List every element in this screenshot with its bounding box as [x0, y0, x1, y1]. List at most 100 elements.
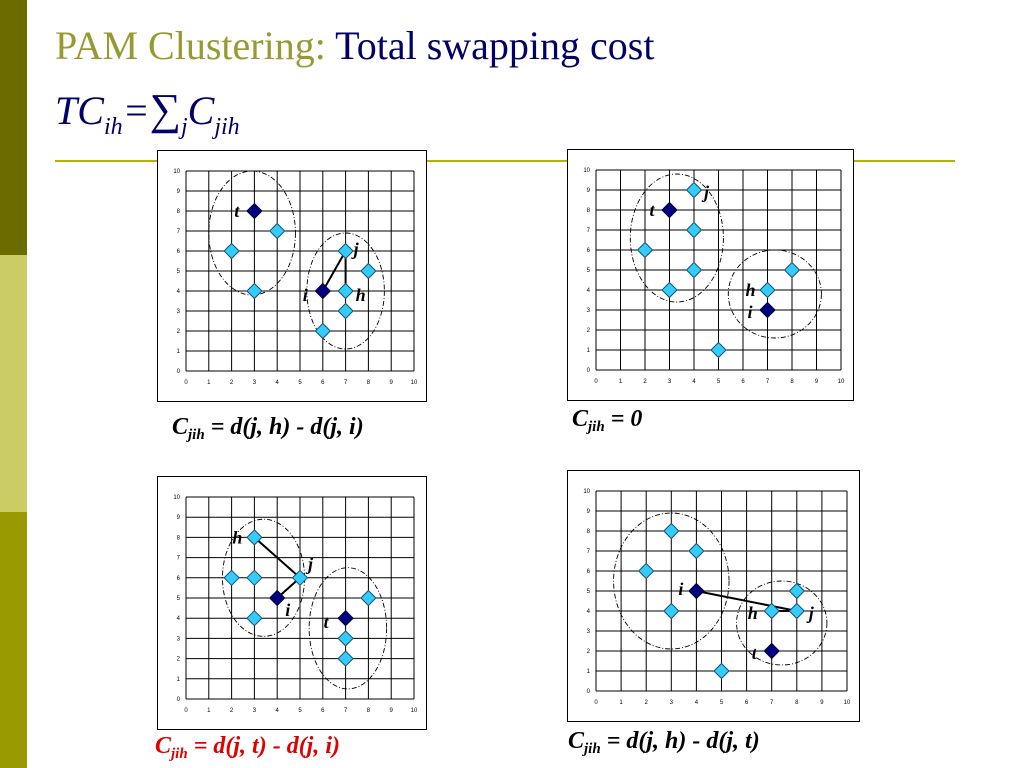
x-tick-label: 6	[745, 700, 749, 706]
data-point-marker	[223, 569, 240, 587]
x-tick-label: 1	[207, 708, 211, 714]
x-tick-label: 3	[253, 708, 257, 714]
x-tick-label: 9	[820, 700, 824, 706]
x-tick-label: 3	[253, 380, 257, 386]
y-tick-label: 0	[177, 369, 181, 375]
caption-sub: jih	[188, 427, 205, 443]
cluster-boundary	[736, 580, 828, 666]
medoid-marker	[268, 589, 286, 607]
x-tick-label: 2	[230, 708, 234, 714]
x-tick-label: 9	[390, 708, 394, 714]
caption-rest: = 0	[604, 406, 643, 432]
title-divider	[55, 160, 955, 162]
x-tick-label: 5	[298, 708, 302, 714]
x-tick-label: 9	[815, 379, 819, 385]
chart-bottom-right: 0 1 2 3 4 5 6 7 8 9 10 0 1 2 3 4 5 6 7 8 9 10 i h j t	[567, 470, 860, 722]
formula-tc: TC	[55, 88, 104, 133]
caption-c: C	[172, 414, 189, 440]
cluster-boundary	[308, 567, 388, 690]
y-tick-label: 4	[587, 288, 591, 294]
y-tick-label: 0	[587, 368, 591, 374]
point-label: h	[748, 603, 758, 623]
y-tick-label: 4	[177, 616, 181, 622]
data-point-marker	[360, 262, 377, 280]
x-tick-label: 8	[790, 379, 794, 385]
y-tick-label: 3	[177, 309, 181, 315]
data-point-marker	[663, 602, 680, 620]
y-tick-label: 10	[173, 495, 180, 501]
y-tick-label: 7	[177, 556, 181, 562]
point-label: i	[678, 579, 683, 599]
x-tick-label: 5	[717, 379, 721, 385]
title-rest: Total swapping cost	[325, 23, 655, 68]
x-tick-label: 2	[645, 700, 649, 706]
y-tick-label: 3	[587, 308, 591, 314]
y-tick-label: 9	[587, 509, 591, 515]
slide-title: PAM Clustering: Total swapping cost	[55, 22, 654, 70]
x-tick-label: 10	[411, 708, 418, 714]
data-point-marker	[337, 302, 354, 320]
point-label: h	[356, 285, 366, 305]
formula-sigma: ∑	[149, 85, 181, 134]
data-point-marker	[763, 602, 780, 620]
medoid-marker	[763, 642, 780, 660]
x-tick-label: 9	[390, 380, 394, 386]
x-tick-label: 1	[619, 379, 623, 385]
y-tick-label: 3	[587, 629, 591, 635]
formula-c: C	[187, 88, 215, 133]
chart-top-right: 0 1 2 3 4 5 6 7 8 9 10 0 1 2 3 4 5 6 7 8 9 10 j t h i	[567, 149, 854, 401]
caption-top-right: Cjih = 0	[572, 406, 642, 436]
y-tick-label: 2	[587, 328, 591, 334]
point-label: t	[650, 200, 656, 220]
y-tick-label: 6	[587, 569, 591, 575]
x-tick-label: 3	[668, 379, 672, 385]
medoid-marker	[759, 301, 776, 319]
data-point-marker	[713, 662, 730, 680]
y-tick-label: 2	[587, 649, 591, 655]
x-tick-label: 1	[619, 700, 623, 706]
x-tick-label: 6	[741, 379, 745, 385]
x-tick-label: 6	[321, 380, 325, 386]
chart-top-left: 0 1 2 3 4 5 6 7 8 9 10 0 1 2 3 4 5 6 7 8 9 10 t j i h	[157, 150, 427, 402]
cluster-boundary	[629, 173, 724, 303]
data-point-marker	[788, 582, 806, 600]
x-tick-label: 7	[766, 379, 770, 385]
medoid-marker	[314, 282, 332, 300]
y-tick-label: 8	[177, 209, 181, 215]
point-label: j	[305, 554, 314, 574]
y-tick-label: 5	[587, 268, 591, 274]
point-label: t	[234, 201, 240, 221]
decor-bar-top	[0, 0, 27, 255]
medoid-marker	[688, 582, 705, 600]
x-tick-label: 4	[692, 379, 696, 385]
y-tick-label: 5	[177, 596, 181, 602]
data-point-marker	[291, 569, 309, 587]
y-tick-label: 1	[587, 348, 591, 354]
x-tick-label: 0	[184, 708, 188, 714]
chart-bottom-right-svg: 0 1 2 3 4 5 6 7 8 9 10 0 1 2 3 4 5 6 7 8 9 10 i h j t	[583, 489, 851, 706]
caption-sub: jih	[171, 746, 188, 762]
caption-sub: jih	[588, 419, 605, 435]
slide-formula: TCih=∑jCjih	[55, 86, 240, 151]
y-tick-label: 2	[177, 657, 181, 663]
chart-bottom-left: 0 1 2 3 4 5 6 7 8 9 10 0 1 2 3 4 5 6 7 8 9 10 h j i t	[157, 476, 427, 730]
data-point-marker	[710, 341, 727, 359]
data-point-marker	[246, 609, 263, 627]
y-tick-label: 9	[177, 189, 181, 195]
caption-top-left: Cjih = d(j, h) - d(j, i)	[172, 414, 364, 444]
y-tick-label: 0	[177, 697, 181, 703]
x-tick-label: 10	[838, 379, 845, 385]
x-tick-label: 0	[594, 700, 598, 706]
y-tick-label: 9	[177, 515, 181, 521]
chart-bottom-left-svg: 0 1 2 3 4 5 6 7 8 9 10 0 1 2 3 4 5 6 7 8 9 10 h j i t	[173, 495, 418, 714]
y-tick-label: 0	[587, 689, 591, 695]
caption-rest: = d(j, h) - d(j, t)	[600, 728, 760, 754]
y-tick-label: 9	[587, 188, 591, 194]
x-tick-label: 8	[367, 708, 371, 714]
data-point-marker	[685, 221, 703, 239]
caption-rest: = d(j, t) - d(j, i)	[187, 733, 341, 759]
title-lead: PAM Clustering:	[55, 23, 326, 68]
point-label: t	[324, 612, 330, 632]
data-point-marker	[268, 222, 286, 240]
medoid-marker	[337, 609, 354, 627]
